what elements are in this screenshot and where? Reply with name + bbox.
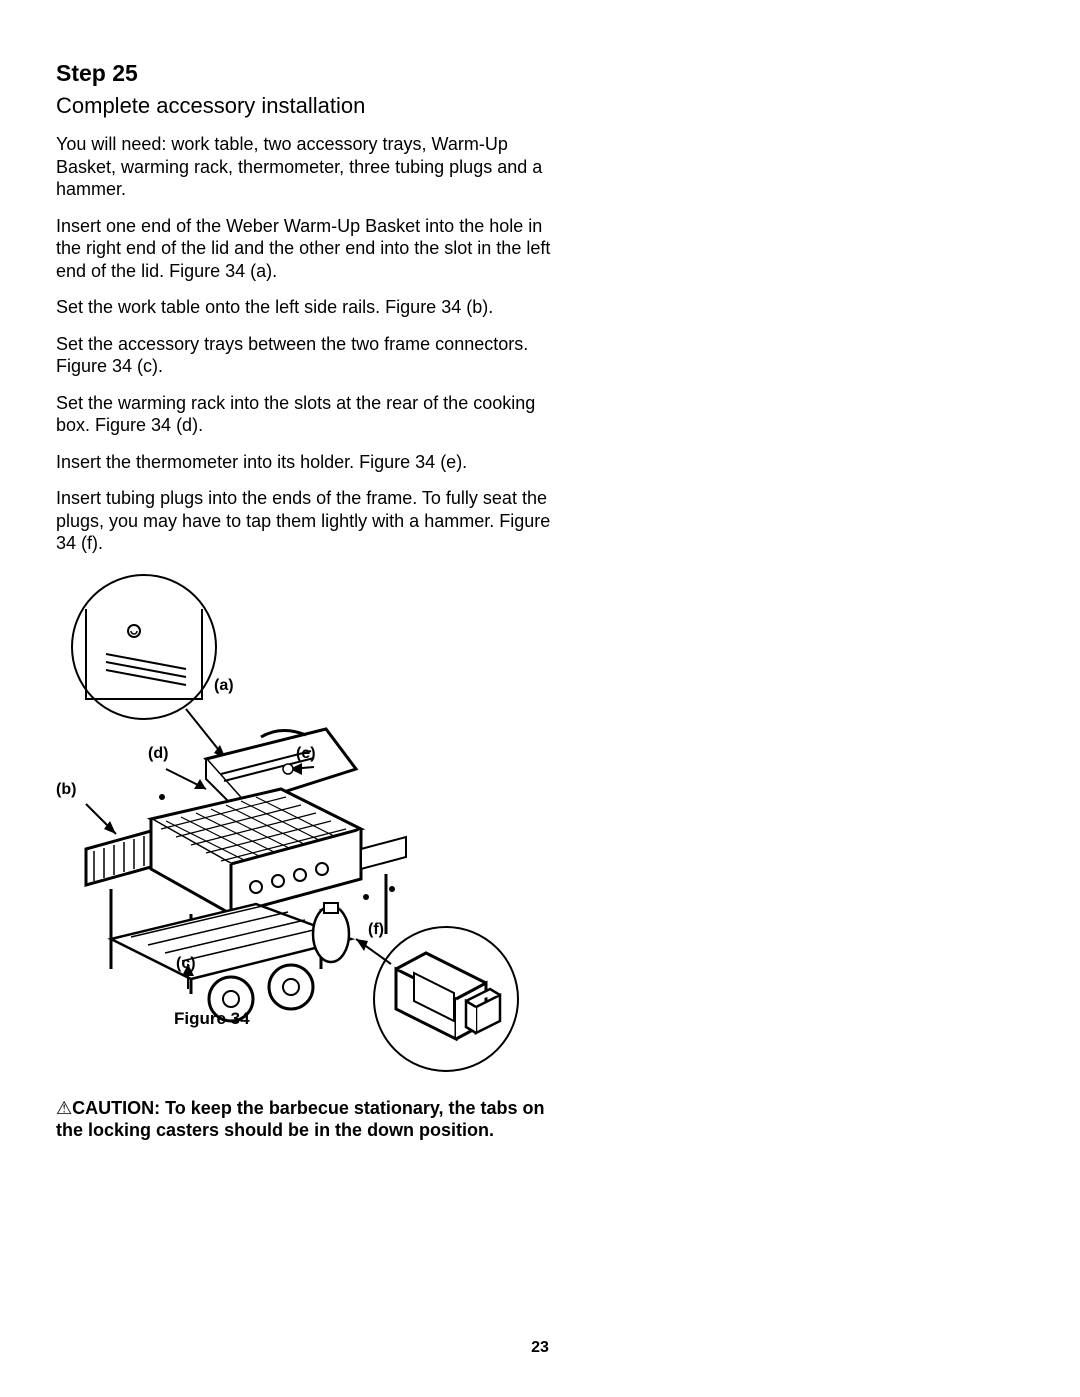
body-paragraph: Insert the thermometer into its holder. … — [56, 451, 556, 474]
content-column: Step 25 Complete accessory installation … — [56, 60, 556, 1142]
step-heading: Step 25 — [56, 60, 556, 87]
page-number: 23 — [0, 1339, 1080, 1357]
body-paragraph: Set the warming rack into the slots at t… — [56, 392, 556, 437]
figure-caption: Figure 34 — [174, 1009, 250, 1029]
caution-body: CAUTION: To keep the barbecue stationary… — [56, 1098, 545, 1141]
callout-e: (e) — [296, 745, 316, 763]
warning-icon: ⚠ — [56, 1097, 72, 1120]
figure-34-svg — [56, 569, 526, 1079]
step-subtitle: Complete accessory installation — [56, 93, 556, 119]
callout-a: (a) — [214, 677, 234, 695]
body-paragraph: Insert tubing plugs into the ends of the… — [56, 487, 556, 555]
callout-f: (f) — [368, 921, 384, 939]
figure-34: (a) (b) (c) (d) (e) (f) Figure 34 — [56, 569, 526, 1079]
callout-b: (b) — [56, 781, 76, 799]
body-paragraph: Insert one end of the Weber Warm-Up Bask… — [56, 215, 556, 283]
body-paragraph: Set the work table onto the left side ra… — [56, 296, 556, 319]
body-paragraph: Set the accessory trays between the two … — [56, 333, 556, 378]
caution-text: ⚠CAUTION: To keep the barbecue stationar… — [56, 1097, 556, 1142]
body-paragraph: You will need: work table, two accessory… — [56, 133, 556, 201]
document-page: Step 25 Complete accessory installation … — [0, 0, 1080, 1397]
callout-d: (d) — [148, 745, 168, 763]
callout-c: (c) — [176, 955, 196, 973]
